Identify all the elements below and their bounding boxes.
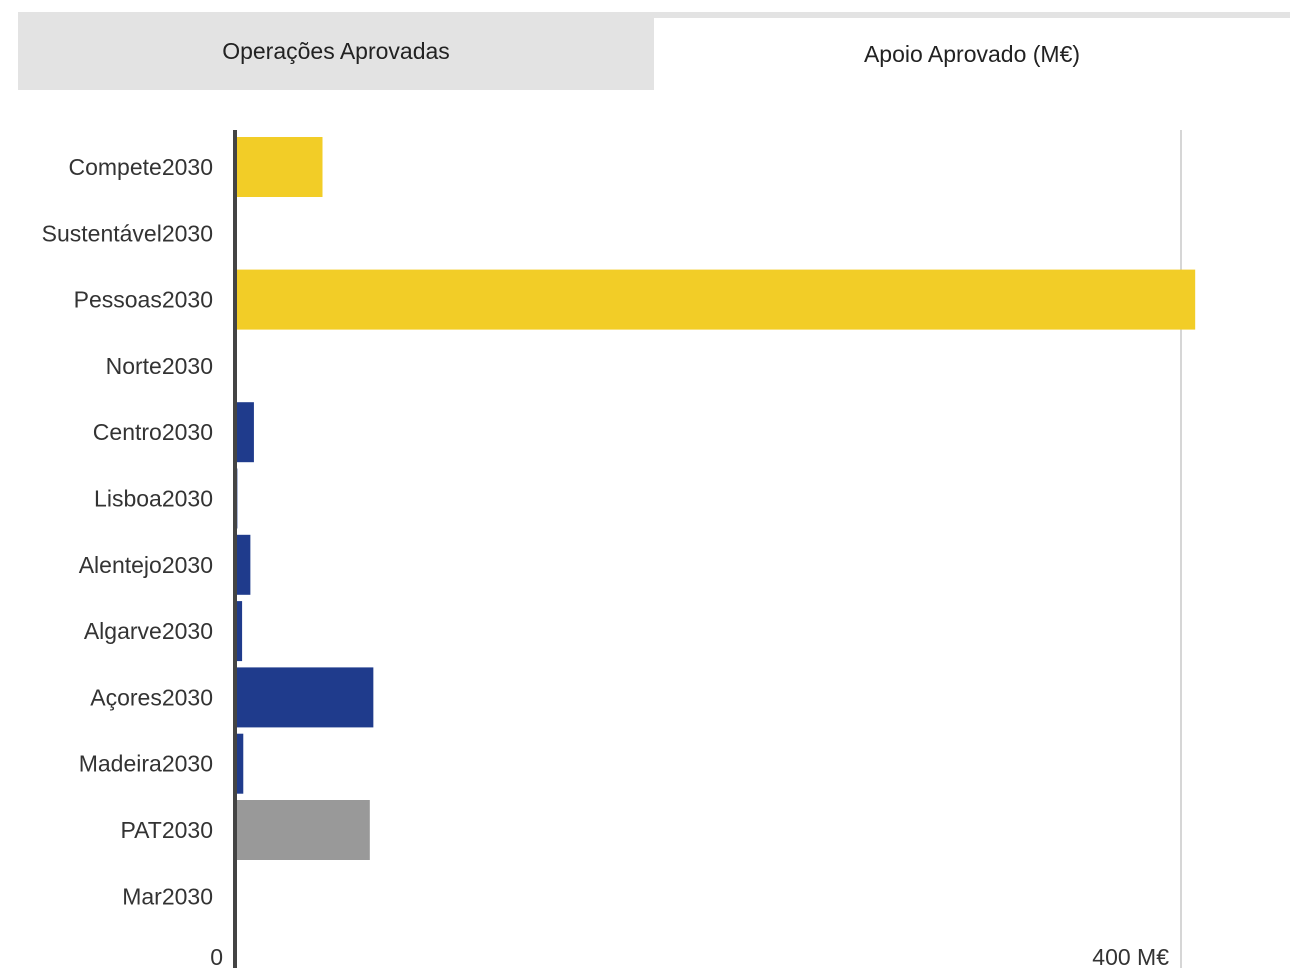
tab-bar: Operações Aprovadas Apoio Aprovado (M€) [18, 12, 1290, 90]
category-label: Sustentável2030 [42, 220, 213, 246]
category-label: PAT2030 [121, 817, 213, 843]
bar-algarve2030[interactable] [235, 601, 243, 662]
x-tick-label-1: 400 M€ [1092, 944, 1169, 968]
category-label: Pessoas2030 [74, 287, 213, 313]
bar-compete2030[interactable] [235, 137, 323, 197]
category-label: Madeira2030 [79, 751, 213, 777]
category-label: Centro2030 [93, 419, 213, 445]
category-label: Algarve2030 [84, 618, 213, 644]
tab-apoio-aprovado[interactable]: Apoio Aprovado (M€) [654, 12, 1290, 90]
x-tick-label-0: 0 [210, 944, 223, 968]
bar-pessoas2030[interactable] [235, 269, 1196, 330]
tab-operacoes-aprovadas[interactable]: Operações Aprovadas [18, 12, 654, 90]
category-label: Alentejo2030 [79, 552, 213, 578]
category-label: Açores2030 [90, 684, 213, 710]
category-label: Norte2030 [106, 353, 213, 379]
bar-madeira2030[interactable] [235, 733, 244, 794]
tick-labels: 0 400 M€ [210, 944, 1169, 968]
category-label: Lisboa2030 [94, 486, 213, 512]
bar-alentejo2030[interactable] [235, 534, 251, 595]
bars [235, 137, 1196, 860]
bar-açores2030[interactable] [235, 667, 374, 728]
bar-pat2030[interactable] [235, 800, 370, 860]
bar-centro2030[interactable] [235, 402, 254, 463]
category-label: Mar2030 [122, 883, 213, 909]
category-labels: Compete2030 Sustentável2030 Pessoas2030 Nor… [42, 154, 213, 909]
category-label: Compete2030 [69, 154, 214, 180]
